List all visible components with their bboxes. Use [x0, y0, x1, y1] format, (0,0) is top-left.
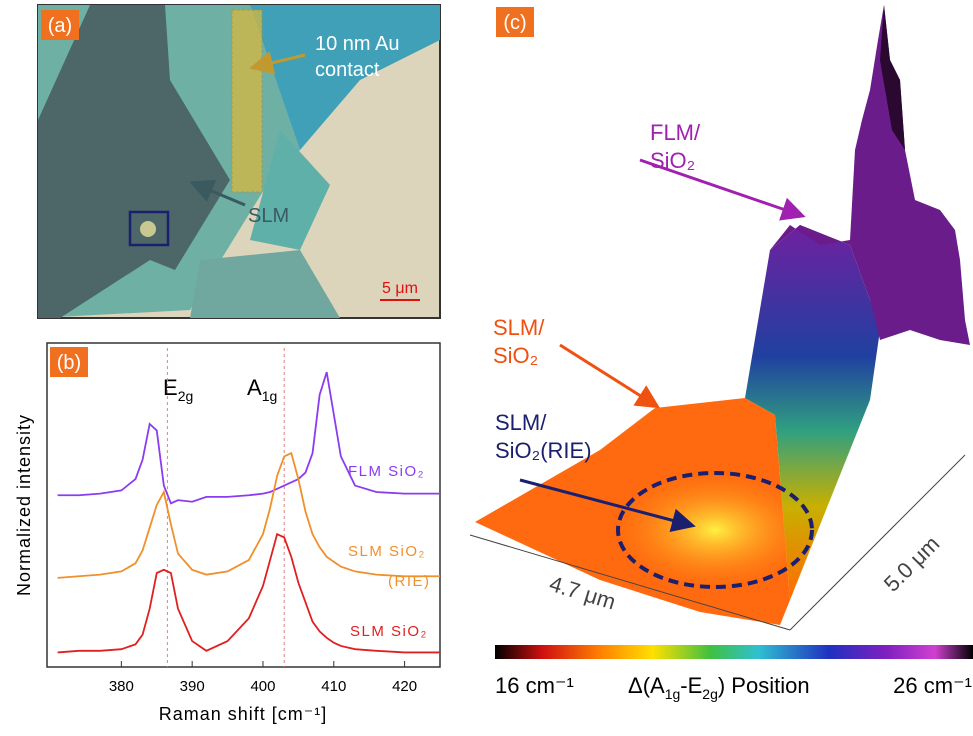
- annotation: SLM: [248, 205, 289, 227]
- region-label: SiO₂: [493, 343, 538, 368]
- annotation: contact: [315, 59, 380, 81]
- x-axis-label: Raman shift [cm⁻¹]: [159, 704, 328, 724]
- surface-plot: (c) FLM/ SiO₂ SLM/ SiO₂ SLM/ SiO₂(RIE) 4…: [470, 5, 973, 702]
- raman-chart: (b) Raman shift [cm⁻¹] Normalized intens…: [14, 343, 440, 724]
- x-tick-label: 390: [180, 678, 205, 695]
- micrograph: (a) 10 nm Au contact SLM 5 μm: [38, 5, 440, 318]
- region-label: SLM/: [493, 315, 545, 340]
- region-label: SLM/: [495, 410, 547, 435]
- colorbar-max: 26 cm⁻¹: [893, 673, 972, 698]
- panel-label: (c): [503, 12, 526, 34]
- x-tick-label: 420: [392, 678, 417, 695]
- series-label: SLM SiO₂: [350, 623, 428, 640]
- colorbar-min: 16 cm⁻¹: [495, 673, 574, 698]
- region-label: SiO₂(RIE): [495, 438, 592, 463]
- annotation: 10 nm Au: [315, 33, 400, 55]
- series-label: SLM SiO₂: [348, 543, 426, 560]
- x-tick-label: 380: [109, 678, 134, 695]
- figure: (a) 10 nm Au contact SLM 5 μm (b) Raman …: [0, 0, 973, 731]
- region-label: SiO₂: [650, 148, 695, 173]
- scale-bar-label: 5 μm: [382, 280, 418, 297]
- panel-label: (b): [57, 352, 81, 374]
- colorbar-title: Δ(A1g-E2g) Position: [628, 673, 810, 702]
- panel-label: (a): [48, 15, 72, 37]
- series-label: FLM SiO₂: [348, 463, 425, 480]
- x-tick-label: 410: [321, 678, 346, 695]
- dimension-label: 5.0 μm: [879, 531, 945, 597]
- x-tick-label: 400: [250, 678, 275, 695]
- series-label: (RIE): [388, 573, 431, 590]
- region-label: FLM/: [650, 120, 701, 145]
- y-axis-label: Normalized intensity: [14, 414, 34, 596]
